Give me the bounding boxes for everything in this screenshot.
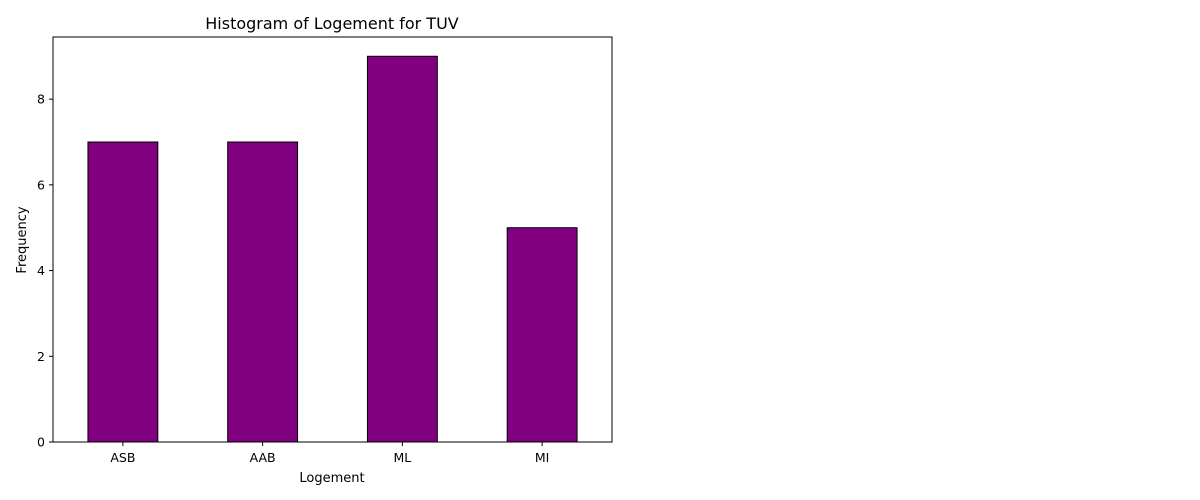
- x-tick-label: ML: [394, 450, 412, 465]
- bar-aab: [227, 141, 299, 443]
- bar-mi: [506, 227, 578, 443]
- y-tick-label: 6: [37, 177, 45, 192]
- y-tick-label: 4: [37, 263, 45, 278]
- x-tick-label: AAB: [250, 450, 276, 465]
- y-axis: 0 2 4 6 8: [37, 92, 53, 450]
- chart-title: Histogram of Logement for TUV: [205, 14, 459, 33]
- y-tick-label: 2: [37, 349, 45, 364]
- bar-ml: [366, 55, 438, 443]
- bars-layer: [87, 55, 578, 443]
- y-tick-label: 0: [37, 435, 45, 450]
- x-tick-label: MI: [535, 450, 549, 465]
- x-axis: ASB AAB ML MI: [110, 442, 549, 465]
- y-tick-label: 8: [37, 92, 45, 107]
- y-axis-label: Frequency: [15, 206, 30, 273]
- x-axis-label: Logement: [299, 471, 364, 486]
- plot-frame: [52, 36, 613, 443]
- x-tick-label: ASB: [110, 450, 135, 465]
- bar-asb: [87, 141, 159, 443]
